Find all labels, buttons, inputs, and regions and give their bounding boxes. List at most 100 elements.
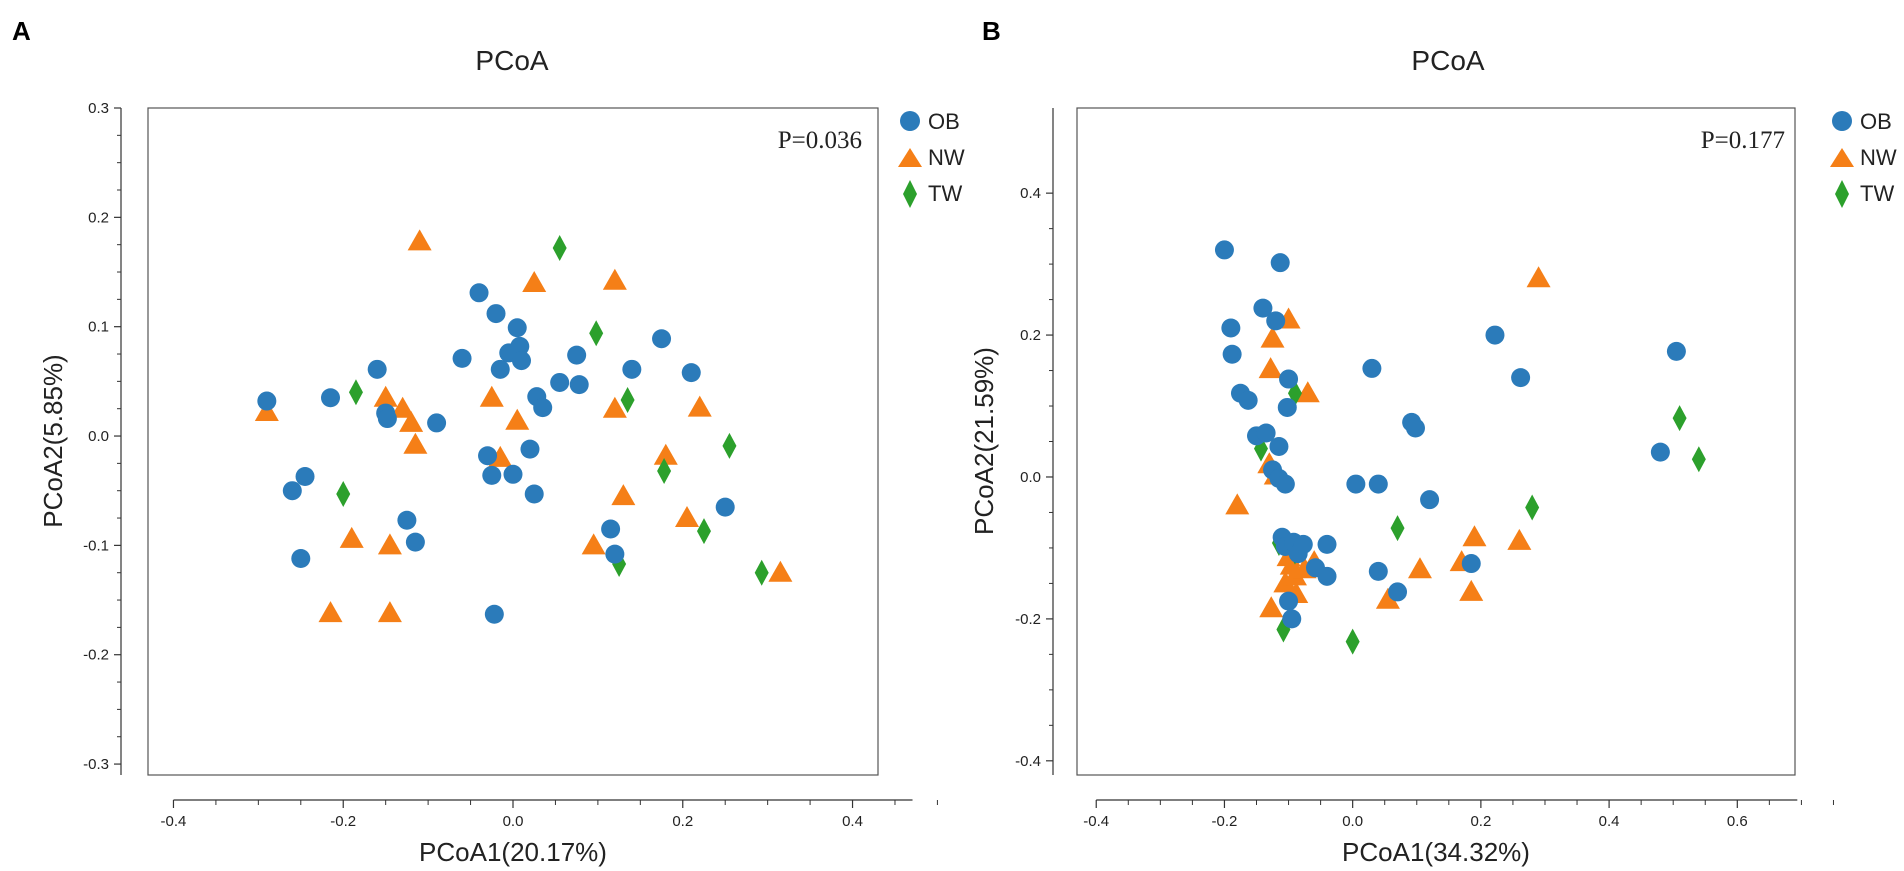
legend-label-ob-a: OB [928, 109, 960, 134]
x-tick-label-b: 0.0 [1342, 813, 1363, 830]
point-ob-a [452, 348, 472, 368]
panel-b: B PCoA P=0.177 PCoA1(34.32%) PCoA2(21.59… [969, 16, 1897, 867]
legend-label-tw-a: TW [928, 181, 962, 206]
point-nw-a [377, 601, 402, 623]
x-tick-label-a: 0.2 [672, 813, 693, 830]
point-ob-a [291, 548, 311, 568]
axis-ticks-b: -0.4 -0.2 0.0 0.2 0.4 0.6 -0.4 -0.2 0.0 0.2 0.4 [1015, 108, 1834, 830]
point-ob-a [524, 484, 544, 504]
y-tick-label-a: 0.3 [88, 100, 109, 117]
point-ob-a [397, 510, 417, 530]
point-tw-a [657, 458, 672, 485]
point-ob-b [1317, 566, 1337, 586]
point-ob-b [1275, 474, 1295, 494]
plot-frame-b [1076, 107, 1796, 776]
point-tw-b [1672, 405, 1687, 432]
point-nw-b [1375, 587, 1400, 609]
legend-marker-ob-a [900, 111, 920, 131]
point-ob-b [1279, 591, 1299, 611]
point-ob-b [1405, 418, 1425, 438]
point-ob-a [520, 439, 540, 459]
y-tick-label-a: 0.1 [88, 319, 109, 336]
point-ob-a [681, 363, 701, 383]
point-nw-b [1407, 557, 1432, 579]
p-value-a: P=0.036 [778, 127, 862, 154]
y-tick-label-b: -0.4 [1015, 753, 1041, 770]
point-nw-a [611, 484, 636, 506]
point-ob-b [1368, 474, 1388, 494]
x-axis-label-a: PCoA1(20.17%) [419, 837, 607, 867]
x-tick-label-b: -0.2 [1212, 813, 1238, 830]
point-tw-a [552, 234, 567, 261]
x-tick-label-b: 0.6 [1727, 813, 1748, 830]
x-tick-label-b: -0.4 [1083, 813, 1109, 830]
point-ob-a [605, 544, 625, 564]
legend-b: OB NW TW [1830, 109, 1897, 208]
point-ob-b [1511, 368, 1531, 388]
legend-marker-tw-b [1835, 180, 1849, 208]
p-value-b: P=0.177 [1701, 127, 1785, 154]
point-ob-a [321, 388, 340, 408]
x-axis-label-b: PCoA1(34.32%) [1342, 837, 1530, 867]
point-nw-b [1295, 381, 1320, 403]
point-nw-a [373, 385, 398, 407]
point-nw-b [1526, 266, 1551, 288]
x-tick-label-a: 0.0 [503, 813, 524, 830]
point-ob-a [490, 359, 510, 379]
x-tick-label-a: -0.4 [161, 813, 187, 830]
legend-marker-tw-a [903, 180, 917, 208]
point-ob-a [257, 391, 277, 411]
y-axis-label-a: PCoA2(5.85%) [38, 354, 68, 527]
point-ob-b [1222, 344, 1242, 364]
y-tick-label-a: -0.2 [83, 647, 109, 664]
y-tick-label-a: -0.3 [83, 756, 109, 773]
point-ob-b [1277, 397, 1297, 417]
point-ob-b [1485, 325, 1505, 345]
point-ob-b [1269, 436, 1289, 456]
point-nw-a [505, 408, 530, 430]
point-ob-a [482, 465, 502, 485]
point-nw-a [653, 443, 678, 465]
y-tick-label-a: -0.1 [83, 537, 109, 554]
point-ob-b [1666, 341, 1686, 361]
chart-title-a: PCoA [475, 45, 548, 76]
point-tw-a [696, 518, 711, 545]
point-ob-b [1279, 369, 1299, 389]
point-ob-a [486, 304, 506, 324]
point-nw-a [687, 395, 712, 417]
point-ob-b [1238, 390, 1258, 410]
point-ob-b [1461, 554, 1481, 574]
point-ob-b [1253, 298, 1273, 318]
data-points-a [254, 229, 793, 624]
y-tick-label-b: 0.2 [1020, 327, 1041, 344]
point-nw-a [581, 533, 606, 555]
point-nw-a [675, 506, 700, 528]
point-ob-a [405, 532, 425, 552]
point-nw-a [602, 396, 627, 418]
point-nw-a [768, 560, 793, 582]
point-ob-b [1214, 240, 1234, 260]
axis-ticks-a: -0.4 -0.2 0.0 0.2 0.4 -0.3 -0.2 -0.1 0.0 0.1 0.2 0.… [83, 100, 938, 830]
y-tick-label-b: -0.2 [1015, 611, 1041, 628]
point-ob-a [282, 481, 302, 501]
point-tw-a [336, 480, 351, 507]
chart-title-b: PCoA [1411, 45, 1484, 76]
point-nw-b [1507, 528, 1532, 550]
y-tick-label-a: 0.2 [88, 209, 109, 226]
plot-frame-a [147, 107, 879, 776]
point-tw-a [348, 379, 363, 406]
x-tick-label-b: 0.2 [1470, 813, 1491, 830]
point-tw-b [1390, 515, 1405, 542]
point-nw-b [1225, 493, 1250, 515]
point-ob-a [484, 604, 504, 624]
legend-marker-nw-b [1830, 148, 1854, 167]
point-ob-a [652, 329, 672, 349]
y-axis-label-b: PCoA2(21.59%) [969, 347, 999, 535]
point-ob-b [1266, 311, 1286, 331]
point-tw-a [722, 432, 737, 459]
point-ob-a [469, 283, 489, 303]
point-ob-b [1282, 609, 1302, 629]
panel-letter-a: A [12, 16, 31, 46]
legend-marker-nw-a [898, 148, 922, 167]
